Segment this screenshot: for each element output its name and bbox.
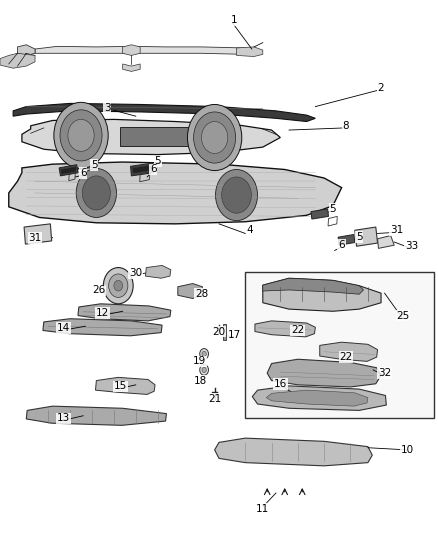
Text: 33: 33 [405,241,418,251]
Polygon shape [26,406,166,425]
Polygon shape [95,377,155,394]
Text: 5: 5 [154,157,161,166]
Text: 22: 22 [339,352,353,362]
Text: 11: 11 [256,504,269,514]
Text: 13: 13 [57,414,70,423]
Text: 26: 26 [92,286,105,295]
Circle shape [201,122,228,154]
Text: 31: 31 [28,233,42,243]
Text: 20: 20 [212,327,226,336]
Polygon shape [35,46,254,54]
Text: 18: 18 [194,376,207,386]
Circle shape [202,351,206,357]
Polygon shape [266,390,368,406]
Text: 28: 28 [195,289,208,299]
Text: 22: 22 [291,326,304,335]
Text: 17: 17 [228,330,241,340]
Polygon shape [9,162,342,224]
Text: 1: 1 [231,15,238,25]
Polygon shape [355,227,378,246]
Polygon shape [133,165,151,173]
Circle shape [194,112,236,163]
Polygon shape [215,438,372,466]
Text: 14: 14 [57,323,70,333]
Text: 4: 4 [246,225,253,235]
Circle shape [103,268,133,304]
Bar [120,127,191,146]
Polygon shape [263,278,364,294]
Text: 6: 6 [150,165,157,174]
Polygon shape [311,209,328,219]
Polygon shape [320,342,378,361]
Bar [245,272,434,418]
Polygon shape [252,386,386,410]
Text: 5: 5 [329,204,336,214]
Polygon shape [123,45,140,55]
Circle shape [76,168,117,217]
Text: 5: 5 [356,232,363,242]
Circle shape [200,349,208,359]
Polygon shape [59,165,78,176]
Polygon shape [237,47,263,56]
Text: 31: 31 [390,225,403,235]
Polygon shape [0,53,35,68]
Polygon shape [9,53,35,66]
Circle shape [202,367,206,373]
Circle shape [68,119,94,151]
Polygon shape [123,64,140,71]
Text: 2: 2 [378,83,385,93]
Text: 5: 5 [91,160,98,170]
Polygon shape [18,45,35,55]
Circle shape [54,102,108,168]
Text: 16: 16 [274,379,287,389]
Circle shape [60,110,102,161]
Circle shape [109,274,128,297]
Polygon shape [13,103,315,122]
Polygon shape [378,236,394,248]
Circle shape [215,169,258,221]
Circle shape [114,280,123,291]
Text: 21: 21 [208,394,221,403]
Bar [223,324,226,340]
Text: 8: 8 [343,121,350,131]
Text: 3: 3 [104,103,111,112]
Polygon shape [24,224,52,244]
Text: 25: 25 [396,311,410,320]
Polygon shape [178,284,202,298]
Text: 10: 10 [401,446,414,455]
Polygon shape [131,163,153,176]
Text: 32: 32 [378,368,391,378]
Text: 6: 6 [338,240,345,250]
Polygon shape [338,235,355,245]
Polygon shape [61,167,76,174]
Text: 30: 30 [129,268,142,278]
Text: 15: 15 [114,382,127,391]
Circle shape [200,365,208,375]
Polygon shape [22,119,280,155]
Circle shape [222,177,251,213]
Polygon shape [145,265,171,278]
Circle shape [187,104,242,171]
Polygon shape [263,278,381,311]
Text: 6: 6 [80,168,87,177]
Text: 12: 12 [96,308,110,318]
Polygon shape [267,359,381,387]
Polygon shape [78,304,171,321]
Text: 19: 19 [193,357,206,366]
Circle shape [82,176,110,210]
Polygon shape [43,319,162,336]
Polygon shape [255,321,315,337]
